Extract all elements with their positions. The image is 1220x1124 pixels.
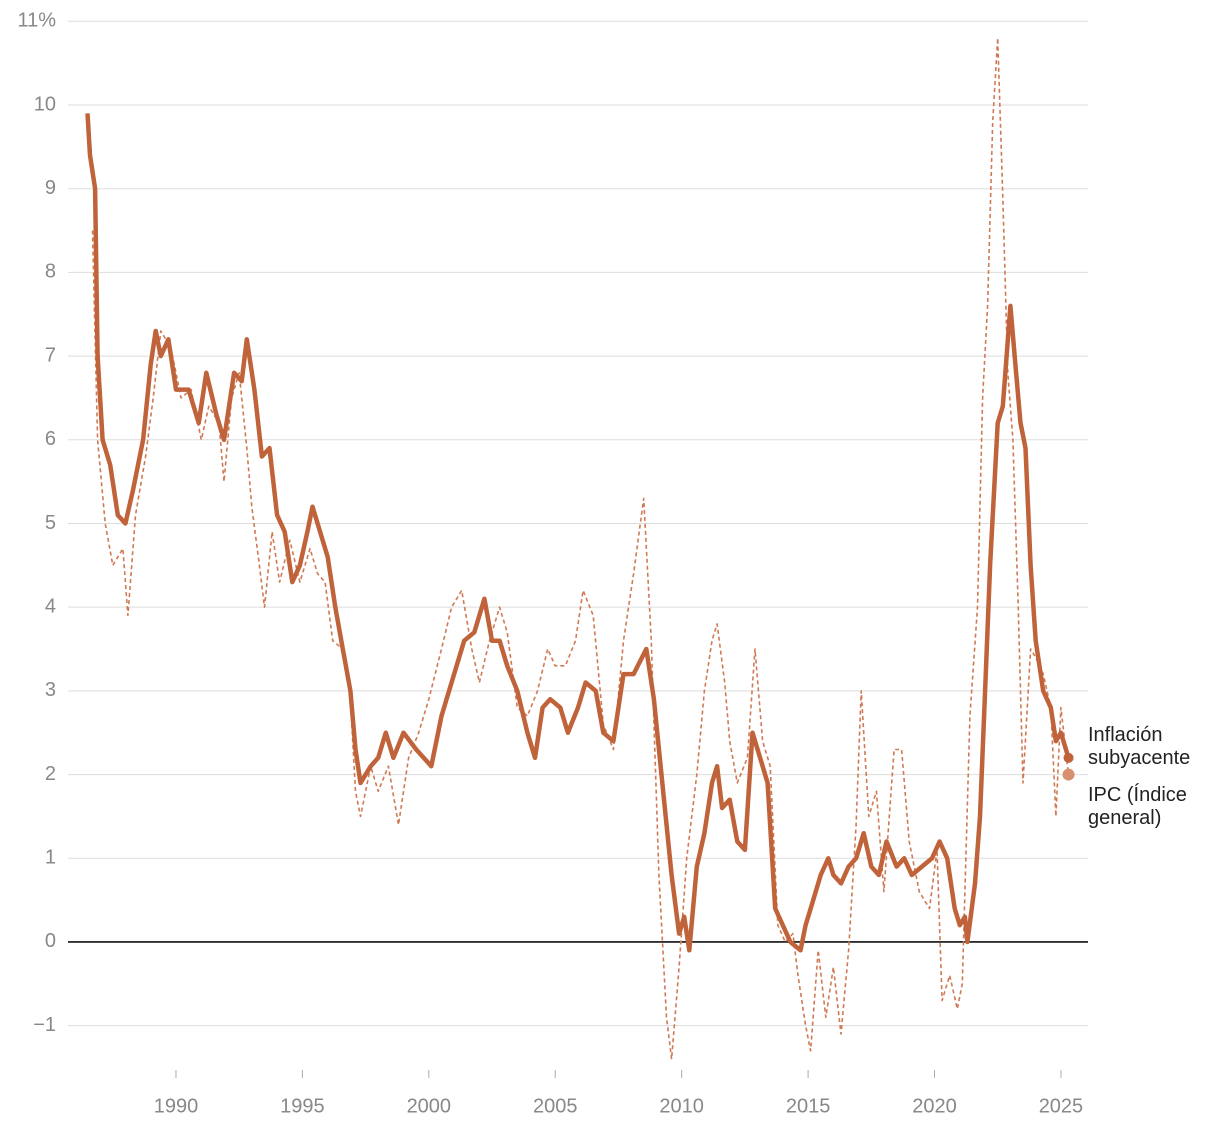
y-tick-label: 9	[45, 177, 56, 199]
x-tick-label: 2025	[1039, 1095, 1084, 1117]
x-tick-label: 2010	[659, 1095, 704, 1117]
y-tick-label: 1	[45, 847, 56, 869]
legend-label: Inflación subyacente	[1088, 724, 1191, 769]
end-dot	[1062, 768, 1075, 781]
y-tick-label: 5	[45, 512, 56, 534]
y-tick-label: −1	[33, 1014, 56, 1036]
y-tick-label: 10	[34, 93, 56, 115]
x-tick-label: 2020	[912, 1095, 957, 1117]
x-tick-label: 2005	[533, 1095, 578, 1117]
y-tick-label: 4	[45, 595, 56, 617]
x-tick-label: 1990	[154, 1095, 199, 1117]
x-tick-label: 2000	[407, 1095, 452, 1117]
y-tick-label: 11%	[17, 10, 56, 32]
series-line	[85, 113, 1071, 953]
x-tick-label: 2015	[786, 1095, 831, 1117]
y-tick-label: 6	[45, 428, 56, 450]
legend-label: IPC (Índice general)	[1088, 784, 1187, 829]
y-tick-label: 2	[45, 763, 56, 785]
x-tick-label: 1995	[280, 1095, 325, 1117]
y-tick-label: 7	[45, 344, 56, 366]
end-dot	[1063, 752, 1074, 763]
y-tick-label: 3	[45, 679, 56, 701]
series-line	[91, 37, 1070, 1060]
y-tick-label: 8	[45, 261, 56, 283]
y-tick-label: 0	[45, 930, 56, 952]
